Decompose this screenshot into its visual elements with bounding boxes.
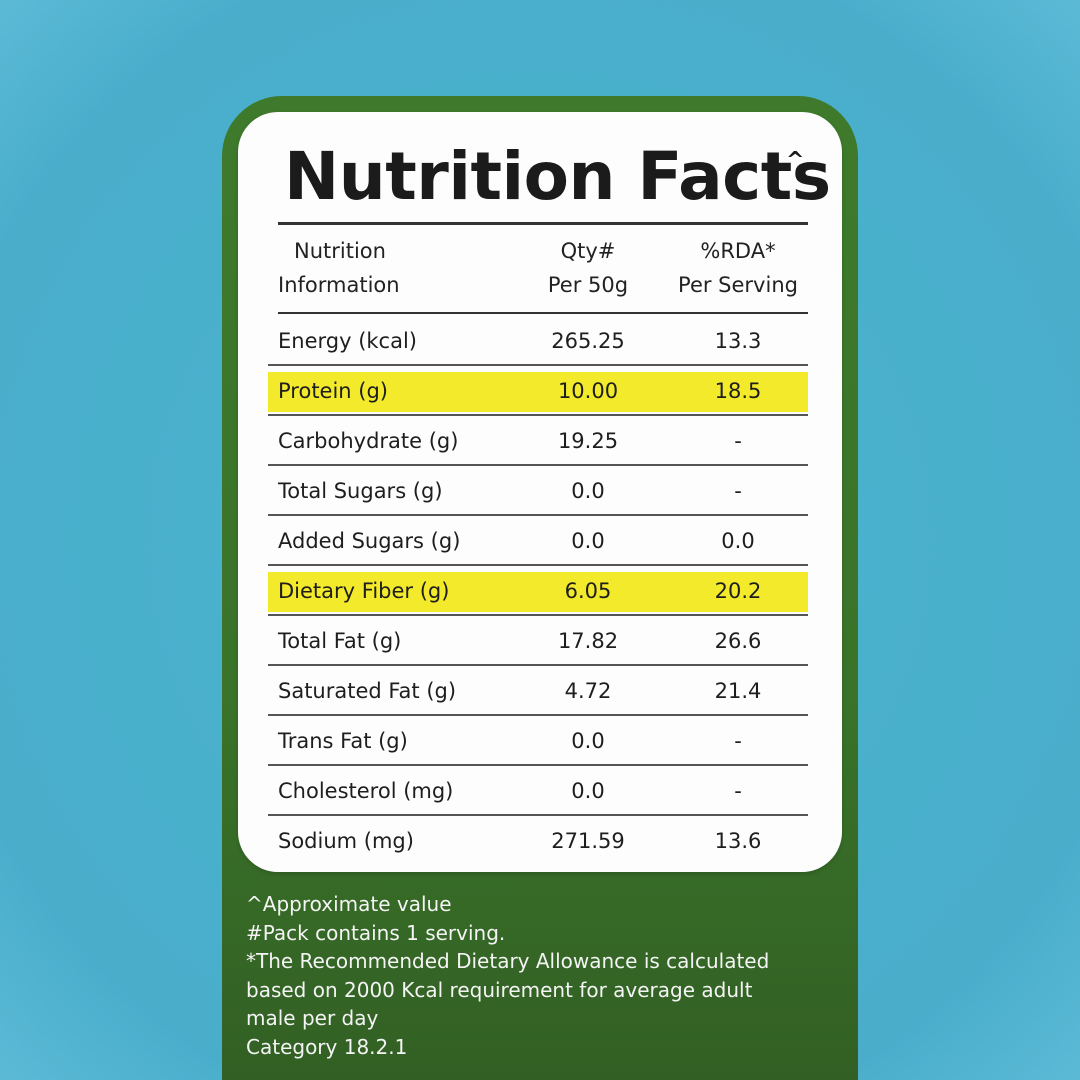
header-qty-per-50g: Qty# Per 50g — [528, 234, 648, 302]
header-col1-line2: Information — [278, 273, 400, 297]
footnote-category: Category 18.2.1 — [246, 1034, 408, 1059]
nutrient-qty: 271.59 — [551, 829, 625, 853]
nutrient-name: Total Fat (g) — [278, 629, 402, 653]
footnote-rda-line3: male per day — [246, 1006, 379, 1030]
header-divider — [278, 312, 808, 314]
nutrient-rda: - — [734, 479, 742, 503]
nutrient-rda: 0.0 — [721, 529, 755, 553]
table-row: Total Fat (g) 17.82 26.6 — [268, 618, 808, 666]
nutrient-rda: 13.3 — [714, 329, 762, 353]
title-divider — [278, 222, 808, 225]
nutrient-rda: 13.6 — [714, 829, 762, 853]
nutrient-qty: 0.0 — [571, 479, 605, 503]
table-row: Total Sugars (g) 0.0 - — [268, 468, 808, 516]
panel-title: Nutrition Facts — [284, 138, 831, 215]
header-col2-line1: Qty# — [560, 239, 616, 263]
header-rda-per-serving: %RDA* Per Serving — [658, 234, 818, 302]
nutrient-qty: 0.0 — [571, 529, 605, 553]
nutrient-qty: 4.72 — [564, 679, 612, 703]
footnote-approximate: ^Approximate value — [246, 892, 452, 916]
table-row: Cholesterol (mg) 0.0 - — [268, 768, 808, 816]
nutrient-name: Carbohydrate (g) — [278, 429, 459, 453]
table-row: Protein (g) 10.00 18.5 — [268, 368, 808, 416]
approximate-mark: ^ — [786, 148, 805, 173]
nutrition-table: Energy (kcal) 265.25 13.3 Protein (g) 10… — [268, 318, 808, 866]
nutrition-facts-panel: Nutrition Facts ^ Nutrition Information … — [238, 112, 842, 872]
table-row: Saturated Fat (g) 4.72 21.4 — [268, 668, 808, 716]
nutrient-qty: 17.82 — [557, 629, 619, 653]
nutrient-rda: - — [734, 779, 742, 803]
footnotes: ^Approximate value #Pack contains 1 serv… — [246, 890, 846, 1061]
nutrient-rda: 26.6 — [714, 629, 762, 653]
nutrient-name: Saturated Fat (g) — [278, 679, 457, 703]
nutrient-name: Protein (g) — [278, 379, 389, 403]
nutrient-qty: 10.00 — [557, 379, 619, 403]
nutrient-name: Total Sugars (g) — [278, 479, 443, 503]
nutrient-qty: 265.25 — [551, 329, 625, 353]
nutrient-name: Trans Fat (g) — [278, 729, 408, 753]
nutrient-qty: 6.05 — [564, 579, 612, 603]
table-row: Trans Fat (g) 0.0 - — [268, 718, 808, 766]
header-col3-line1: %RDA* — [700, 239, 776, 263]
header-col1-line1: Nutrition — [294, 239, 386, 263]
nutrient-name: Sodium (mg) — [278, 829, 414, 853]
table-row: Dietary Fiber (g) 6.05 20.2 — [268, 568, 808, 616]
nutrient-rda: - — [734, 729, 742, 753]
header-nutrition-information: Nutrition Information — [278, 234, 478, 302]
nutrient-rda: 20.2 — [714, 579, 762, 603]
table-row: Energy (kcal) 265.25 13.3 — [268, 318, 808, 366]
nutrient-qty: 19.25 — [557, 429, 619, 453]
nutrient-qty: 0.0 — [571, 779, 605, 803]
nutrient-rda: 21.4 — [714, 679, 762, 703]
footnote-serving: #Pack contains 1 serving. — [246, 920, 506, 945]
nutrient-name: Cholesterol (mg) — [278, 779, 454, 803]
table-row: Added Sugars (g) 0.0 0.0 — [268, 518, 808, 566]
table-row: Carbohydrate (g) 19.25 - — [268, 418, 808, 466]
nutrient-qty: 0.0 — [571, 729, 605, 753]
header-col3-line2: Per Serving — [678, 273, 798, 297]
nutrient-rda: - — [734, 429, 742, 453]
nutrient-name: Dietary Fiber (g) — [278, 579, 450, 603]
table-row: Sodium (mg) 271.59 13.6 — [268, 818, 808, 864]
footnote-rda-line2: based on 2000 Kcal requirement for avera… — [246, 977, 753, 1002]
nutrient-name: Added Sugars (g) — [278, 529, 461, 553]
nutrient-name: Energy (kcal) — [278, 329, 417, 353]
nutrient-rda: 18.5 — [714, 379, 762, 403]
header-col2-line2: Per 50g — [547, 273, 629, 297]
footnote-rda-line1: *The Recommended Dietary Allowance is ca… — [246, 949, 770, 973]
